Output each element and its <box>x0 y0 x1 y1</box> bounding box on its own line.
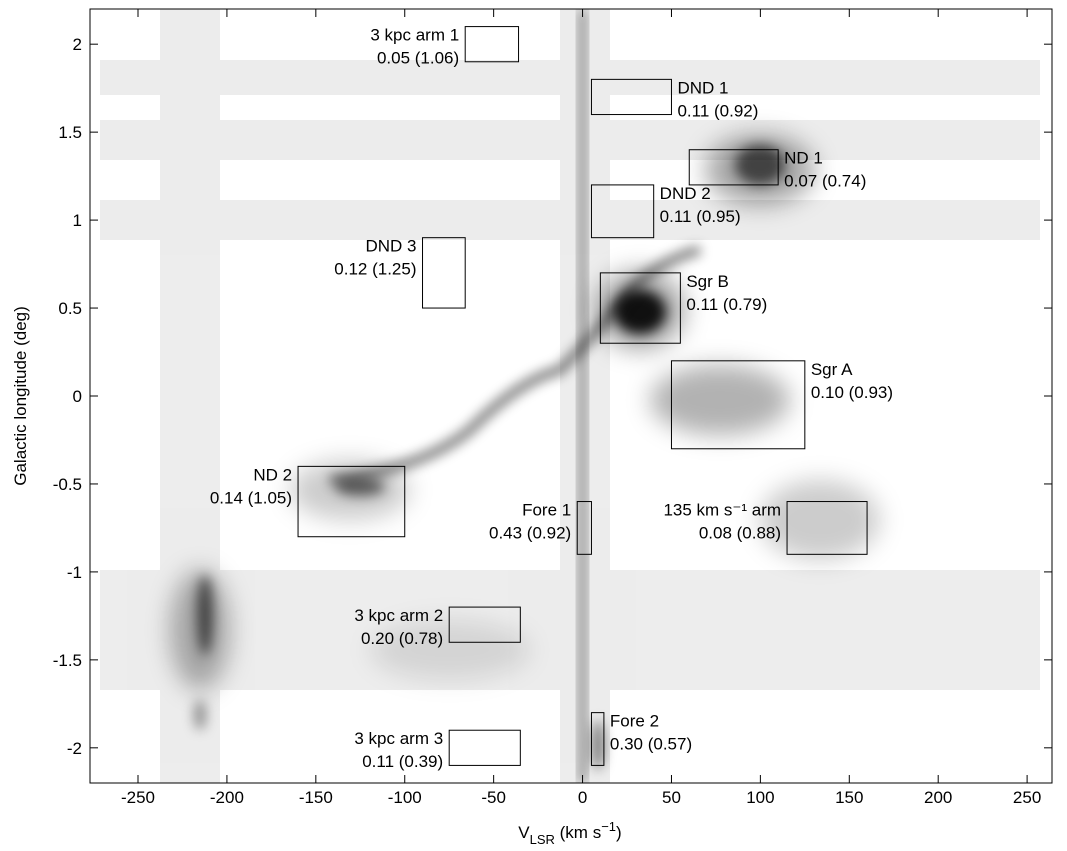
x-tick-label: -250 <box>121 788 155 807</box>
region-name: 3 kpc arm 2 <box>354 606 443 625</box>
x-axis-label: VLSR (km s−1) <box>518 819 621 846</box>
region-box <box>297 465 406 538</box>
region-stat: 0.20 (0.78) <box>361 629 443 648</box>
region-name: ND 1 <box>784 149 823 168</box>
x-tick-label: 0 <box>578 788 587 807</box>
region-stat: 0.07 (0.74) <box>784 172 866 191</box>
region-box <box>590 712 605 766</box>
region-box <box>670 360 806 450</box>
region-box <box>590 184 655 239</box>
region-stat: 0.10 (0.93) <box>811 383 893 402</box>
intensity-image <box>90 9 1052 783</box>
region-name: 3 kpc arm 3 <box>354 729 443 748</box>
region-name: Sgr B <box>686 272 729 291</box>
x-tick-label: 200 <box>924 788 952 807</box>
region-stat: 0.12 (1.25) <box>334 260 416 279</box>
region-name: ND 2 <box>253 465 292 484</box>
region-stat: 0.11 (0.39) <box>362 752 443 771</box>
region-stat: 0.43 (0.92) <box>489 524 571 543</box>
region-box <box>448 606 521 643</box>
region-stat: 0.30 (0.57) <box>610 735 692 754</box>
region-name: Sgr A <box>811 360 853 379</box>
y-tick-label: -0.5 <box>53 475 82 494</box>
region-box <box>576 501 592 555</box>
y-tick-label: -1 <box>67 563 82 582</box>
region-name: DND 2 <box>660 184 711 203</box>
y-axis-label: Galactic longitude (deg) <box>11 306 30 486</box>
region-box <box>464 26 520 63</box>
region-box <box>448 729 521 766</box>
region-box <box>786 501 868 555</box>
region-stat: 0.08 (0.88) <box>699 524 781 543</box>
y-tick-label: 2 <box>73 35 82 54</box>
region-box <box>599 272 681 344</box>
x-tick-label: -100 <box>388 788 422 807</box>
region-name: DND 1 <box>677 78 728 97</box>
y-tick-label: 0.5 <box>58 299 82 318</box>
region-name: 3 kpc arm 1 <box>370 26 459 45</box>
x-tick-label: 150 <box>835 788 863 807</box>
region-stat: 0.14 (1.05) <box>210 488 292 507</box>
region-stat: 0.11 (0.92) <box>677 101 758 120</box>
region-name: Fore 2 <box>610 712 659 731</box>
region-name: Fore 1 <box>522 501 571 520</box>
x-tick-label: 50 <box>662 788 681 807</box>
region-box <box>688 149 779 186</box>
y-tick-label: 0 <box>73 387 82 406</box>
region-stat: 0.11 (0.79) <box>686 295 767 314</box>
region-box <box>422 237 466 309</box>
y-tick-label: 1.5 <box>58 123 82 142</box>
region-box <box>590 78 672 116</box>
x-tick-label: -200 <box>210 788 244 807</box>
y-tick-label: 1 <box>73 211 82 230</box>
x-tick-label: 100 <box>746 788 774 807</box>
region-stat: 0.11 (0.95) <box>660 207 741 226</box>
x-tick-label: 250 <box>1013 788 1041 807</box>
y-tick-label: -1.5 <box>53 651 82 670</box>
region-stat: 0.05 (1.06) <box>377 49 459 68</box>
x-tick-label: -150 <box>299 788 333 807</box>
region-name: 135 km s⁻¹ arm <box>663 501 781 520</box>
x-tick-label: -50 <box>481 788 506 807</box>
region-name: DND 3 <box>366 237 417 256</box>
y-tick-label: -2 <box>67 739 82 758</box>
